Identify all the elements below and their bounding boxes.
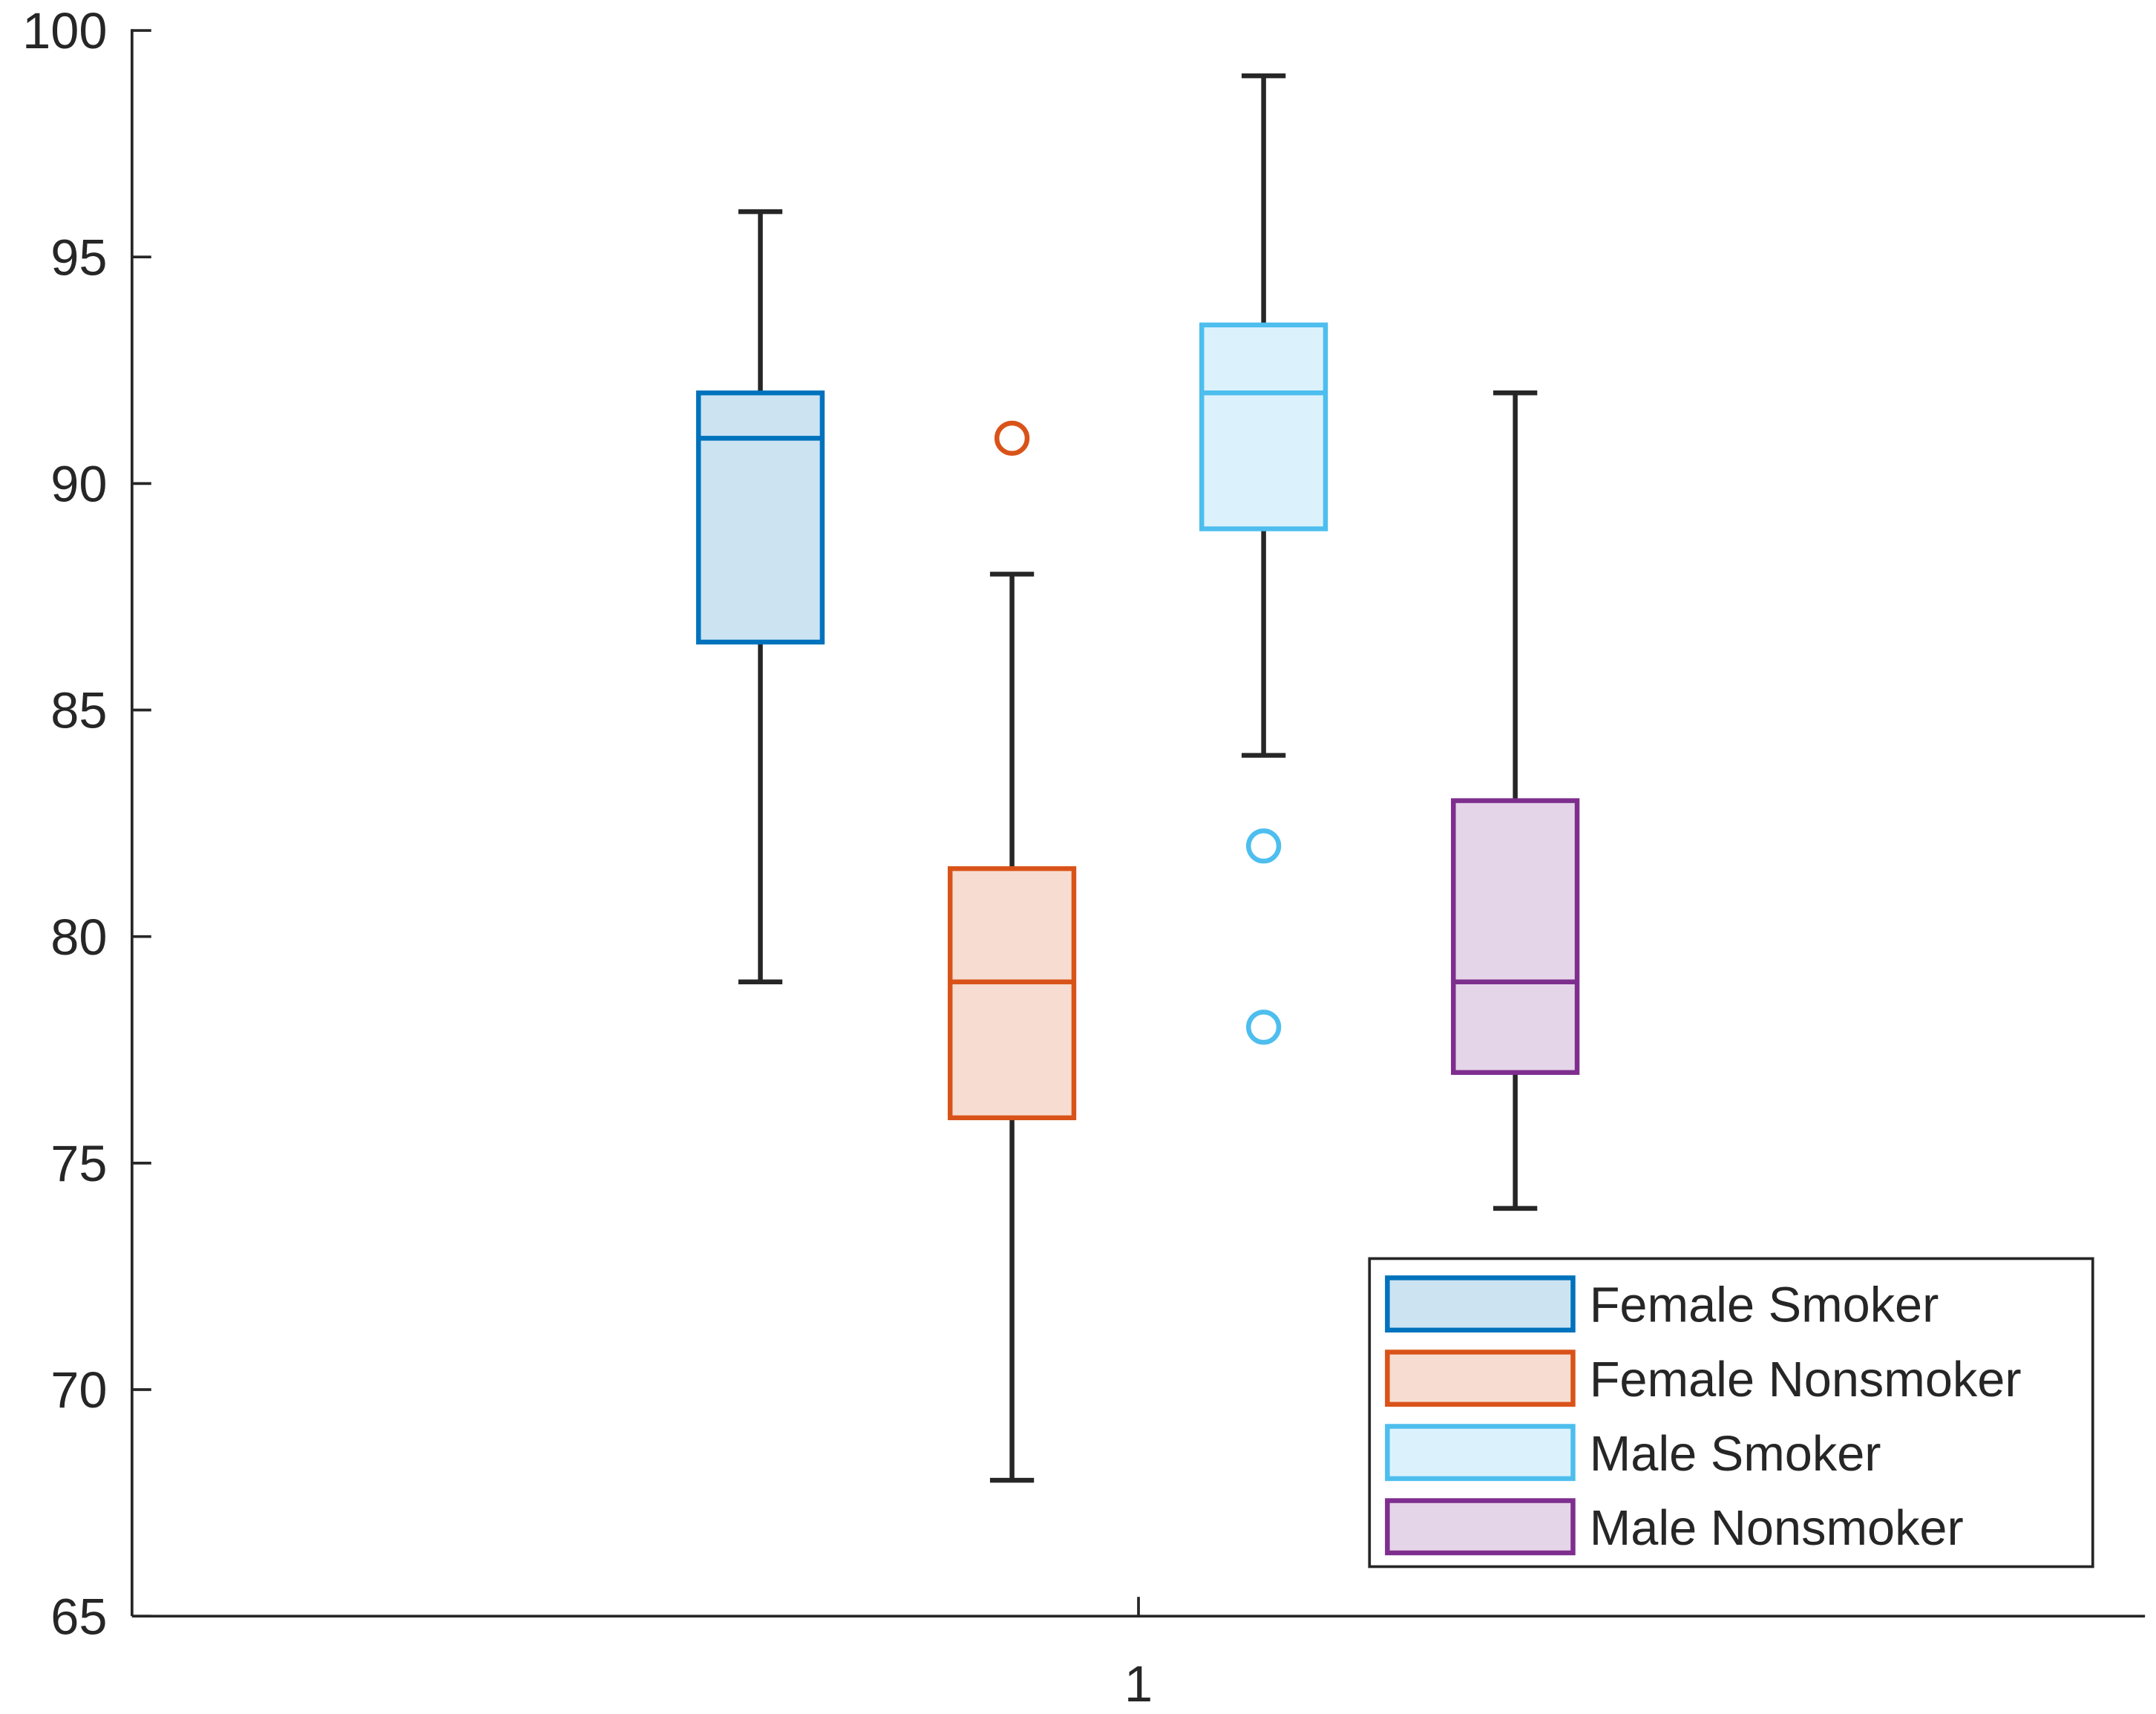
x-tick-label: 1 bbox=[1124, 1655, 1153, 1713]
y-tick-label: 85 bbox=[50, 682, 107, 739]
y-tick-label: 90 bbox=[50, 455, 107, 512]
box-female-nonsmoker bbox=[947, 420, 1077, 1483]
outlier-point bbox=[994, 420, 1030, 456]
legend-label: Female Smoker bbox=[1590, 1278, 1939, 1333]
y-tick-label: 95 bbox=[50, 229, 107, 286]
legend-swatch bbox=[1385, 1424, 1576, 1482]
box-male-nonsmoker bbox=[1451, 390, 1580, 1211]
y-tick-label: 80 bbox=[50, 909, 107, 966]
legend-label: Male Nonsmoker bbox=[1590, 1501, 1964, 1556]
axes-group: 65 70 75 80 85 90 95 100 1 bbox=[22, 2, 2146, 1713]
box-iqr bbox=[947, 866, 1077, 1121]
legend-label: Male Smoker bbox=[1590, 1427, 1881, 1482]
boxes-group bbox=[695, 73, 1580, 1483]
box-female-smoker bbox=[695, 209, 825, 984]
legend-label: Female Nonsmoker bbox=[1590, 1352, 2022, 1407]
legend-swatch bbox=[1385, 1350, 1576, 1407]
y-tick-label: 75 bbox=[50, 1135, 107, 1192]
y-tick-label: 65 bbox=[50, 1588, 107, 1645]
y-tick-label: 100 bbox=[22, 2, 107, 59]
box-iqr bbox=[1451, 798, 1580, 1076]
box-male-smoker bbox=[1199, 73, 1328, 1045]
outlier-point bbox=[1245, 828, 1282, 864]
legend: Female Smoker Female Nonsmoker Male Smoker… bbox=[1368, 1257, 2094, 1569]
box-iqr bbox=[695, 390, 825, 645]
outlier-point bbox=[1245, 1010, 1282, 1045]
y-tick-label: 70 bbox=[50, 1361, 107, 1419]
legend-swatch bbox=[1385, 1498, 1576, 1556]
legend-swatch bbox=[1385, 1275, 1576, 1333]
box-iqr bbox=[1199, 322, 1328, 531]
